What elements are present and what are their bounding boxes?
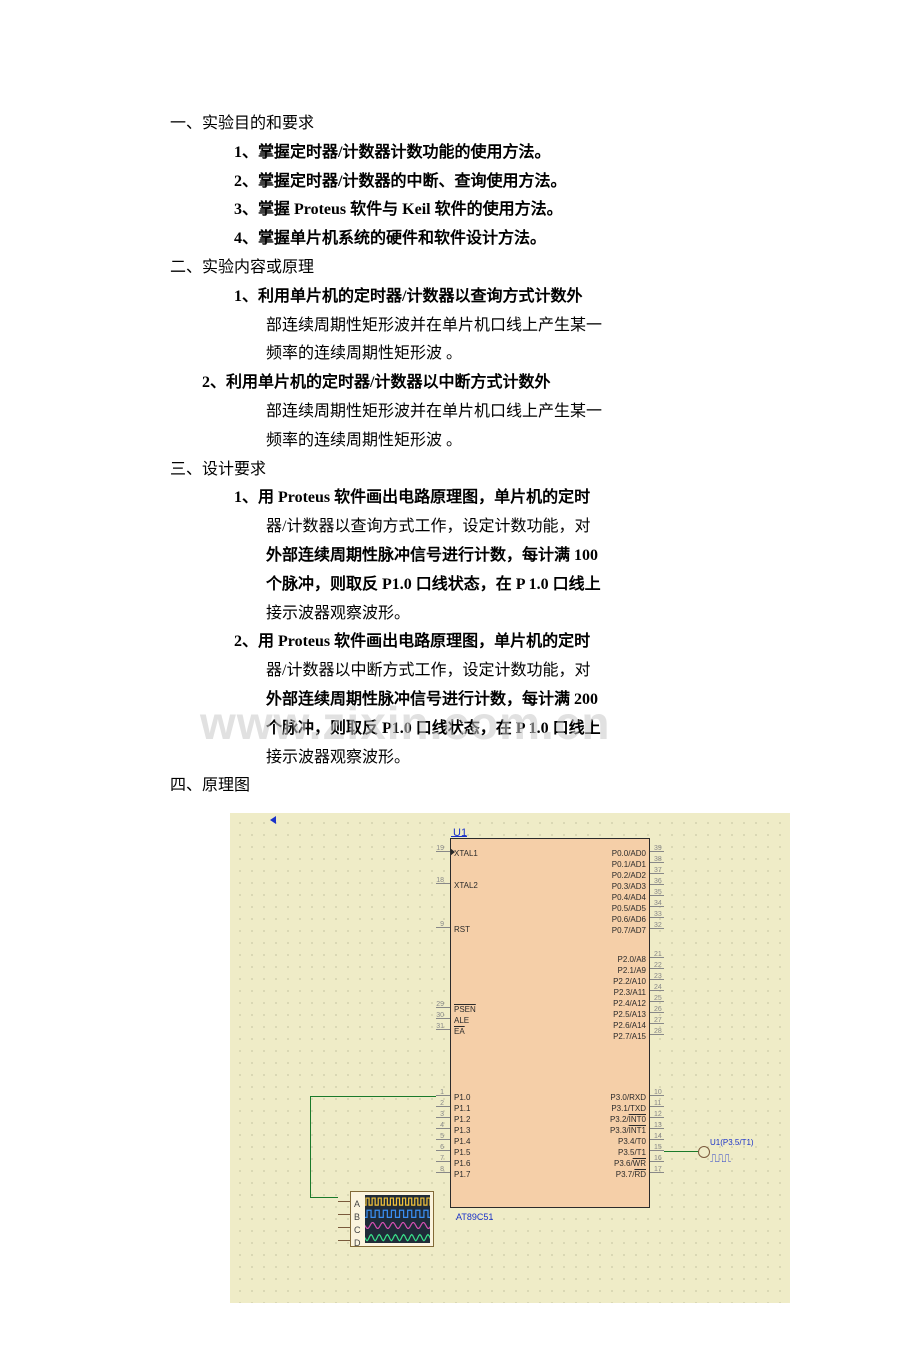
s3-item-2: 2、用 Proteus 软件画出电路原理图，单片机的定时 (234, 628, 820, 657)
pin-label-P1.7: P1.7 (454, 1168, 470, 1182)
document-page: www.zixin.com.cn 一、实验目的和要求 1、掌握定时器/计数器计数… (0, 0, 920, 1353)
s2-item-2: 2、利用单片机的定时器/计数器以中断方式计数外 (202, 369, 820, 398)
s3-item-2d: 个脉冲，则取反 P1.0 口线状态，在 P 1.0 口线上 (266, 715, 820, 744)
oscilloscope (350, 1191, 434, 1247)
wire-clk-to-p35 (664, 1151, 700, 1152)
s2-item-1: 1、利用单片机的定时器/计数器以查询方式计数外 (234, 283, 820, 312)
s2-item-1c: 频率的连续周期性矩形波 。 (266, 340, 820, 369)
s3-item-1: 1、用 Proteus 软件画出电路原理图，单片机的定时 (234, 484, 820, 513)
s3-item-1d: 个脉冲，则取反 P1.0 口线状态，在 P 1.0 口线上 (266, 571, 820, 600)
s1-item-2: 2、掌握定时器/计数器的中断、查询使用方法。 (234, 168, 820, 197)
mcu-ref-label: U1 (453, 824, 467, 844)
pin-num-P0.7/AD7: 32 (654, 920, 668, 933)
scope-port-A (338, 1201, 350, 1202)
s3-item-1c: 外部连续周期性脉冲信号进行计数，每计满 100 (266, 542, 820, 571)
s3-item-2c: 外部连续周期性脉冲信号进行计数，每计满 200 (266, 686, 820, 715)
wire-p10-to-scope-h2 (310, 1197, 338, 1198)
pin-num-XTAL1: 19 (430, 843, 444, 856)
pin-label-P2.7/A15: P2.7/A15 (613, 1030, 646, 1044)
scope-port-C (338, 1227, 350, 1228)
pin-label-P0.7/AD7: P0.7/AD7 (612, 924, 646, 938)
clock-wave-icon: ⎍⎍⎍ (710, 1151, 730, 1171)
oscilloscope-screen (365, 1195, 430, 1243)
pin-label-XTAL2: XTAL2 (454, 879, 478, 893)
section-3-heading: 三、设计要求 (170, 456, 820, 485)
proteus-schematic: U1 AT89C51 (230, 813, 790, 1303)
section-1-heading: 一、实验目的和要求 (170, 110, 820, 139)
schematic-container: U1 AT89C51 (230, 813, 820, 1303)
pin-label-RST: RST (454, 923, 470, 937)
clock-label-text: U1(P3.5/T1) (710, 1136, 754, 1150)
pin-label-XTAL1: XTAL1 (454, 847, 478, 861)
pin-label-EA: EA (454, 1025, 465, 1039)
s2-item-2c: 频率的连续周期性矩形波 。 (266, 427, 820, 456)
scope-port-B (338, 1214, 350, 1215)
pin-num-XTAL2: 18 (430, 875, 444, 888)
scope-wave-a (365, 1195, 430, 1244)
s3-item-2b: 器/计数器以中断方式工作，设定计数功能，对 (266, 657, 820, 686)
pin-num-P2.7/A15: 28 (654, 1026, 668, 1039)
s2-item-1b: 部连续周期性矩形波并在单片机口线上产生某一 (266, 312, 820, 341)
mcu-part-name: AT89C51 (456, 1209, 493, 1225)
pin-num-P3.7/RD: 17 (654, 1164, 668, 1177)
section-4-heading: 四、原理图 (170, 772, 820, 801)
wire-p10-to-scope-v (310, 1096, 311, 1197)
clock-label: U1(P3.5/T1) (710, 1136, 764, 1152)
pin-num-RST: 9 (430, 919, 444, 932)
scope-channel-D: D (354, 1235, 361, 1251)
wire-p10-to-scope-h1 (310, 1096, 436, 1097)
clock-pin-marker (450, 848, 455, 856)
pin-label-P3.7/RD: P3.7/RD (616, 1168, 646, 1182)
pin-num-EA: 31 (430, 1021, 444, 1034)
scope-port-D (338, 1240, 350, 1241)
s1-item-4: 4、掌握单片机系统的硬件和软件设计方法。 (234, 225, 820, 254)
s3-item-2e: 接示波器观察波形。 (266, 744, 820, 773)
clock-arrow-icon (270, 816, 276, 824)
s3-item-1e: 接示波器观察波形。 (266, 600, 820, 629)
section-2-heading: 二、实验内容或原理 (170, 254, 820, 283)
s2-item-2b: 部连续周期性矩形波并在单片机口线上产生某一 (266, 398, 820, 427)
s1-item-1: 1、掌握定时器/计数器计数功能的使用方法。 (234, 139, 820, 168)
s3-item-1b: 器/计数器以查询方式工作，设定计数功能，对 (266, 513, 820, 542)
pin-num-P1.7: 8 (430, 1164, 444, 1177)
mcu-ref-underline (451, 836, 467, 837)
s1-item-3: 3、掌握 Proteus 软件与 Keil 软件的使用方法。 (234, 196, 820, 225)
